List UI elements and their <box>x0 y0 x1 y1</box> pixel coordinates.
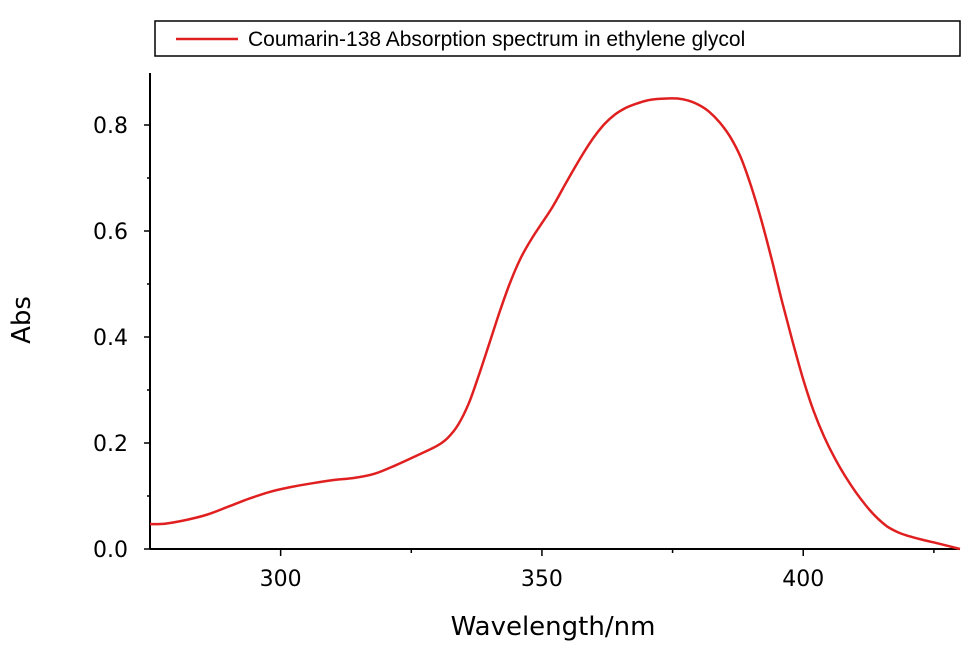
y-axis-title: Abs <box>7 296 37 344</box>
x-tick-label: 300 <box>260 567 302 592</box>
plot-frame <box>149 73 960 550</box>
legend: Coumarin-138 Absorption spectrum in ethy… <box>154 20 961 57</box>
y-tick-label: 0.2 <box>93 432 128 457</box>
ticks: 0.0 0.2 0.4 0.6 0.8 300 350 400 <box>93 114 935 592</box>
legend-label: Coumarin-138 Absorption spectrum in ethy… <box>248 28 745 51</box>
y-tick-label: 0.4 <box>93 326 128 351</box>
series-line-coumarin-138 <box>149 97 961 551</box>
legend-box <box>154 20 961 57</box>
y-tick-label: 0.8 <box>93 114 128 139</box>
x-axis-title: Wavelength/nm <box>451 612 656 642</box>
y-tick-label: 0.6 <box>93 220 128 245</box>
x-tick-label: 400 <box>782 567 824 592</box>
x-tick-label: 350 <box>521 567 563 592</box>
y-tick-label: 0.0 <box>93 538 128 563</box>
